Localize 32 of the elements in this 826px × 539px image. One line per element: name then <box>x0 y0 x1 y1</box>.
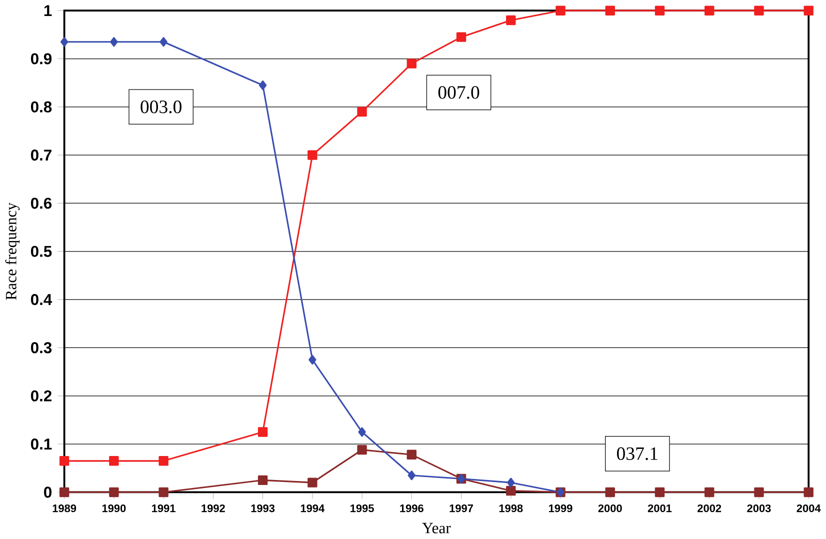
y-axis-title: Race frequency <box>5 202 20 300</box>
series-label: 037.1 <box>617 448 658 460</box>
x-tick-label: 1990 <box>102 504 126 512</box>
x-tick-label: 1991 <box>152 504 176 512</box>
x-tick-label: 2000 <box>598 504 622 512</box>
x-tick-label: 1996 <box>400 504 424 512</box>
y-tick-label: 0.2 <box>30 390 52 402</box>
x-tick-label: 1997 <box>450 504 473 512</box>
y-tick-label: 0.5 <box>30 246 52 258</box>
y-tick-label: 0.9 <box>30 53 52 65</box>
text: 003.0 <box>140 100 182 114</box>
y-tick-label: 0.4 <box>30 294 52 306</box>
x-tick-label: 1992 <box>202 504 225 512</box>
x-tick-label: 1995 <box>350 504 374 512</box>
y-tick-label: 0.7 <box>30 150 52 161</box>
y-tick-label: 0.8 <box>30 102 52 113</box>
y-tick-label: 0.1 <box>30 438 52 450</box>
x-tick-label: 1989 <box>52 504 76 512</box>
x-tick-label: 2001 <box>648 504 672 512</box>
x-tick-label: 1999 <box>549 504 572 512</box>
x-tick-label: 2003 <box>747 504 771 512</box>
x-tick-label: 2004 <box>796 504 821 512</box>
series-label: 007.0 <box>438 86 480 100</box>
y-tick-label: 0.6 <box>30 198 52 209</box>
x-tick-label: 2002 <box>698 504 722 512</box>
y-tick-label: 0.3 <box>30 342 52 354</box>
y-tick-label: 0 <box>44 486 52 498</box>
y-tick-label: 1 <box>44 5 52 16</box>
x-axis-title: Year <box>422 523 451 534</box>
x-tick-label: 1993 <box>251 504 275 512</box>
x-tick-label: 1998 <box>499 504 523 512</box>
x-tick-label: 1994 <box>300 504 325 512</box>
